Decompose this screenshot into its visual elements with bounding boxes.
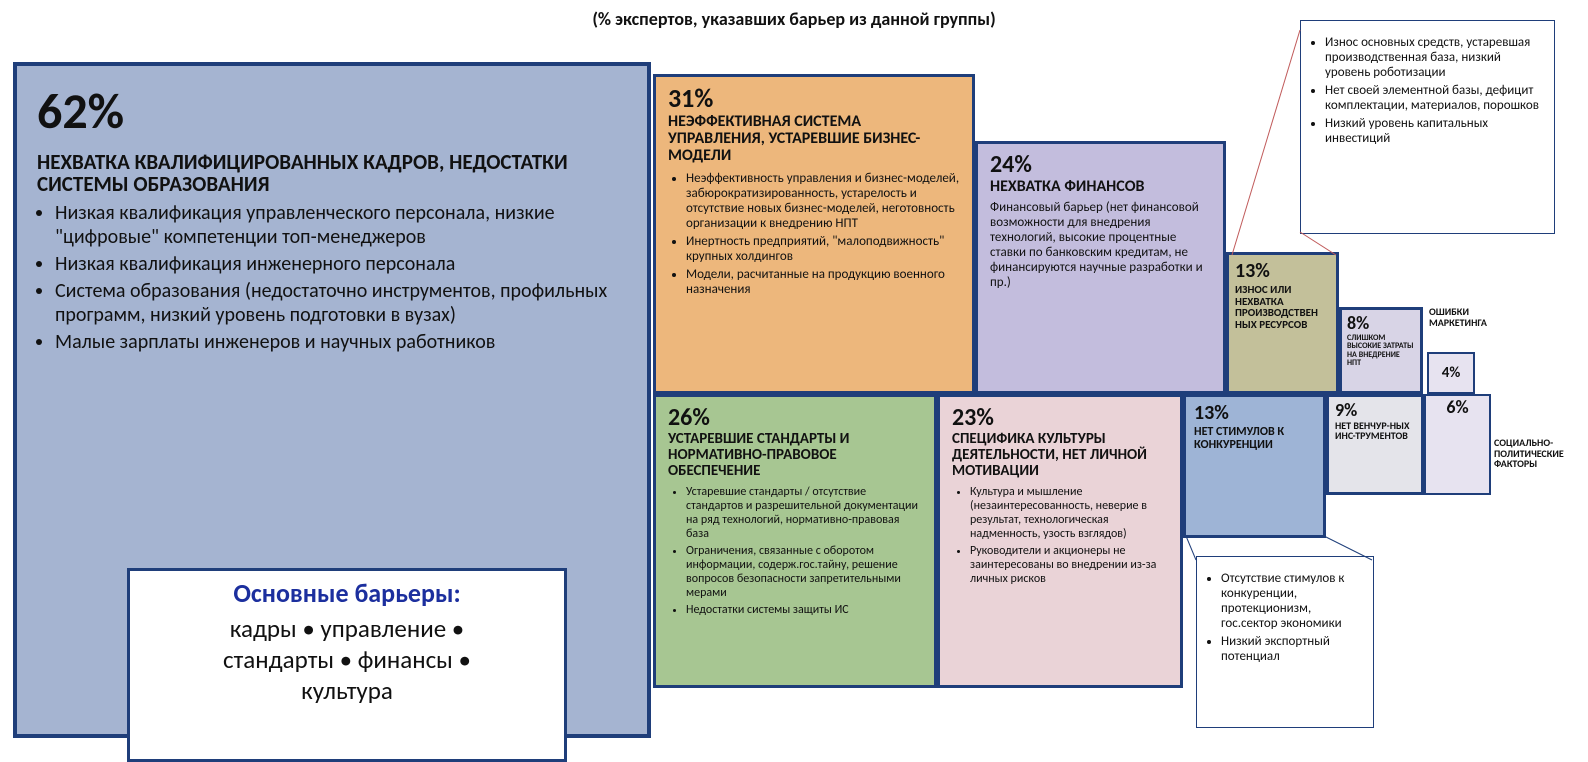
barrier-26-bullets: Устаревшие стандарты / отсутствие станда…: [686, 485, 922, 617]
legend-title: Основные барьеры:: [130, 577, 564, 609]
barrier-6-label: СОЦИАЛЬНО-ПОЛИТИЧЕСКИЕ ФАКТОРЫ: [1494, 438, 1588, 470]
bullet: Руководители и акционеры не заинтересова…: [970, 544, 1168, 586]
barrier-31-pct: 31%: [668, 85, 960, 112]
barrier-23-title: СПЕЦИФИКА КУЛЬТУРЫ ДЕЯТЕЛЬНОСТИ, НЕТ ЛИЧ…: [952, 432, 1168, 479]
barrier-13a-pct: 13%: [1235, 261, 1330, 282]
barrier-box-24: 24% НЕХВАТКА ФИНАНСОВ Финансовый барьер …: [975, 141, 1226, 394]
bullet: Инертность предприятий, "малоподвижность…: [686, 234, 960, 264]
legend-line2: стандарты • финансы •: [130, 644, 564, 675]
bullet: Износ основных средств, устаревшая произ…: [1325, 35, 1544, 80]
barrier-13b-pct: 13%: [1194, 403, 1315, 424]
bullet: Система образования (недостаточно инстру…: [55, 279, 627, 327]
bullet: Низкая квалификация управленческого перс…: [55, 201, 627, 249]
barrier-box-13-competition: 13% НЕТ СТИМУЛОВ К КОНКУРЕНЦИИ: [1183, 394, 1326, 538]
bullet: Недостатки системы защиты ИС: [686, 603, 922, 617]
legend-box: Основные барьеры: кадры • управление • с…: [127, 568, 567, 762]
barrier-box-8: 8% СЛИШКОМ ВЫСОКИЕ ЗАТРАТЫ НА ВНЕДРЕНИЕ …: [1339, 307, 1423, 394]
barrier-box-4: 4%: [1427, 352, 1475, 394]
barrier-24-text: Финансовый барьер (нет финансовой возмож…: [990, 200, 1211, 290]
bullet: Устаревшие стандарты / отсутствие станда…: [686, 485, 922, 541]
bullet: Ограничения, связанные с оборотом информ…: [686, 544, 922, 600]
bullet: Низкий уровень капитальных инвестиций: [1325, 116, 1544, 146]
barrier-box-6: 6%: [1424, 394, 1491, 495]
barrier-31-title: НЕЭФФЕКТИВНАЯ СИСТЕМА УПРАВЛЕНИЯ, УСТАРЕ…: [668, 114, 960, 164]
callout-resources-bullets: Износ основных средств, устаревшая произ…: [1325, 35, 1544, 146]
barrier-62-bullets: Низкая квалификация управленческого перс…: [55, 201, 627, 354]
callout-competition-bullets: Отсутствие стимулов к конкуренции, проте…: [1221, 571, 1363, 664]
barrier-box-31: 31% НЕЭФФЕКТИВНАЯ СИСТЕМА УПРАВЛЕНИЯ, УС…: [653, 74, 975, 394]
barrier-62-title: НЕХВАТКА КВАЛИФИЦИРОВАННЫХ КАДРОВ, НЕДОС…: [37, 151, 627, 195]
barrier-9-title: НЕТ ВЕНЧУР-НЫХ ИНС-ТРУМЕНТОВ: [1335, 421, 1415, 442]
barrier-box-62: 62% НЕХВАТКА КВАЛИФИЦИРОВАННЫХ КАДРОВ, Н…: [13, 62, 651, 738]
barrier-23-pct: 23%: [952, 405, 1168, 430]
barrier-box-26: 26% УСТАРЕВШИЕ СТАНДАРТЫ И НОРМАТИВНО-ПР…: [653, 394, 937, 688]
bullet: Низкий экспортный потенциал: [1221, 634, 1363, 664]
bullet: Низкая квалификация инженерного персонал…: [55, 252, 627, 276]
barrier-24-pct: 24%: [990, 152, 1211, 177]
barrier-13b-title: НЕТ СТИМУЛОВ К КОНКУРЕНЦИИ: [1194, 426, 1315, 451]
barrier-24-title: НЕХВАТКА ФИНАНСОВ: [990, 179, 1211, 196]
bullet: Неэффективность управления и бизнес-моде…: [686, 171, 960, 231]
barrier-26-pct: 26%: [668, 405, 922, 430]
barrier-box-13-resources: 13% ИЗНОС ИЛИ НЕХВАТКА ПРОИЗВОДСТВЕН НЫХ…: [1226, 252, 1339, 394]
bullet: Отсутствие стимулов к конкуренции, проте…: [1221, 571, 1363, 631]
legend-line3: культура: [130, 675, 564, 706]
barrier-box-23: 23% СПЕЦИФИКА КУЛЬТУРЫ ДЕЯТЕЛЬНОСТИ, НЕТ…: [937, 394, 1183, 688]
barrier-31-bullets: Неэффективность управления и бизнес-моде…: [686, 171, 960, 297]
barrier-9-pct: 9%: [1335, 401, 1415, 420]
barrier-6-pct: 6%: [1426, 398, 1489, 417]
bullet: Культура и мышление (незаинтересованност…: [970, 485, 1168, 541]
barrier-4-pct: 4%: [1429, 354, 1473, 392]
barrier-23-bullets: Культура и мышление (незаинтересованност…: [970, 485, 1168, 586]
barrier-62-pct: 62%: [37, 86, 627, 139]
barrier-26-title: УСТАРЕВШИЕ СТАНДАРТЫ И НОРМАТИВНО-ПРАВОВ…: [668, 432, 922, 479]
barrier-box-9: 9% НЕТ ВЕНЧУР-НЫХ ИНС-ТРУМЕНТОВ: [1326, 394, 1424, 495]
barrier-13a-title: ИЗНОС ИЛИ НЕХВАТКА ПРОИЗВОДСТВЕН НЫХ РЕС…: [1235, 284, 1330, 330]
barrier-marketing-label: ОШИБКИ МАРКЕТИНГА: [1429, 307, 1519, 328]
callout-resources: Износ основных средств, устаревшая произ…: [1300, 20, 1555, 234]
legend-line1: кадры • управление •: [130, 613, 564, 644]
barrier-8-pct: 8%: [1347, 314, 1415, 333]
bullet: Модели, расчитанные на продукцию военног…: [686, 267, 960, 297]
bullet: Нет своей элементной базы, дефицит компл…: [1325, 83, 1544, 113]
callout-competition: Отсутствие стимулов к конкуренции, проте…: [1196, 556, 1374, 728]
barrier-8-title: СЛИШКОМ ВЫСОКИЕ ЗАТРАТЫ НА ВНЕДРЕНИЕ НПТ: [1347, 334, 1415, 368]
bullet: Малые зарплаты инженеров и научных работ…: [55, 330, 627, 354]
